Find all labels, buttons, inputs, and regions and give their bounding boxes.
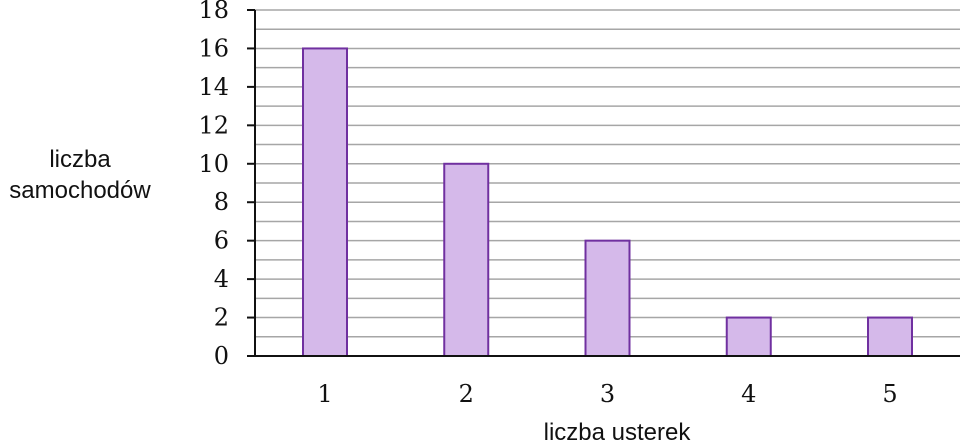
y-tick-label: 12 — [198, 111, 229, 139]
bars — [302, 47, 913, 358]
x-tick-label: 3 — [600, 380, 615, 408]
y-tick-label: 4 — [214, 265, 229, 293]
y-axis-title-line-1: liczba — [49, 146, 111, 173]
y-tick-label: 10 — [198, 150, 229, 178]
gridlines — [255, 9, 960, 338]
y-tick-label: 2 — [214, 304, 229, 332]
bar-2 — [443, 162, 490, 357]
x-tick-label: 4 — [741, 380, 756, 408]
y-tick-label: 8 — [214, 188, 229, 216]
y-tick-label: 6 — [214, 227, 229, 255]
bar-4 — [725, 316, 772, 357]
x-tick-label: 2 — [459, 380, 474, 408]
axes — [254, 10, 960, 357]
y-tick-label: 16 — [198, 34, 229, 62]
bar-1 — [302, 47, 348, 357]
y-axis-title-line-2: samochodów — [9, 177, 151, 204]
y-tick-label: 0 — [214, 342, 229, 370]
x-tick-label: 5 — [882, 380, 897, 408]
x-tick-label: 1 — [317, 380, 332, 408]
x-tick-labels: 1 2 3 4 5 — [317, 380, 897, 408]
y-tick-label: 18 — [198, 0, 229, 24]
bar-3 — [584, 239, 631, 358]
y-tick-label: 14 — [198, 73, 229, 101]
x-axis-title: liczba usterek — [544, 419, 692, 443]
y-tick-labels: 0 2 4 6 8 10 12 14 16 18 — [198, 0, 255, 370]
bar-5 — [867, 316, 913, 357]
